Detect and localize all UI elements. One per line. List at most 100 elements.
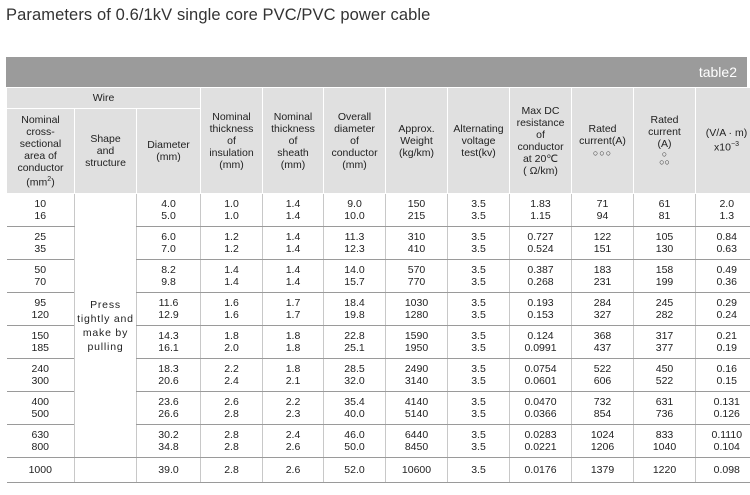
table-row: 240 300 18.3 20.6 2.2 2.4 1.8 2.1 28.5 32.0 2490 31… (6, 358, 750, 392)
cell-value: 0.524 (527, 243, 554, 255)
cell-value: 770 (407, 276, 426, 288)
cell-value: 0.0176 (524, 464, 557, 476)
cell-value: 631 (655, 396, 674, 408)
cell-diameter: 39.0 (135, 457, 201, 483)
cell-va: 0.131 0.126 (695, 391, 750, 425)
header-voltage-test: Alternating voltage test(kv) (447, 87, 511, 194)
cell-value: 185 (31, 342, 50, 354)
cell-value: 25 (34, 231, 47, 243)
cell-value: 732 (593, 396, 612, 408)
cell-value: 1.3 (719, 210, 735, 222)
cell-current-b: 1220 (633, 457, 696, 483)
cell-current-b: 317 377 (633, 325, 696, 359)
cell-value: 2.1 (285, 375, 301, 387)
cell-area: 10 16 (6, 193, 75, 227)
cell-value: 606 (593, 375, 612, 387)
cell-value: 0.0470 (524, 396, 557, 408)
cell-overall: 14.0 15.7 (323, 259, 386, 293)
cell-value: 0.153 (527, 309, 554, 321)
header-voltage-drop: (V/A · m) x10−3 (695, 87, 750, 194)
cell-value: 0.0366 (524, 408, 557, 420)
cell-value: 1.4 (285, 198, 301, 210)
cell-value: 300 (31, 375, 50, 387)
header-wire-group: Wire (5, 87, 202, 109)
cell-value: 61 (658, 198, 671, 210)
cell-diameter: 23.6 26.6 (135, 391, 201, 425)
cell-value: 3.5 (471, 198, 486, 210)
cell-value: 40.0 (344, 408, 365, 420)
cell-value: 6.0 (161, 231, 176, 243)
cell-insulation: 2.6 2.8 (200, 391, 263, 425)
cell-current-a: 284 327 (571, 292, 634, 326)
cell-value: 800 (31, 441, 50, 453)
cell-current-a: 1379 (571, 457, 634, 483)
cell-weight: 1030 1280 (385, 292, 448, 326)
cell-value: 1.0 (224, 210, 239, 222)
cell-value: 14.3 (158, 330, 179, 342)
cell-value: 0.131 (713, 396, 740, 408)
cell-value: 1280 (404, 309, 429, 321)
cell-value: 1.4 (285, 276, 301, 288)
cell-value: 3.5 (471, 276, 486, 288)
cell-value: 4140 (404, 396, 429, 408)
header-rated-current-trefoil-unit: (A) (657, 137, 672, 150)
cell-value: 0.0601 (524, 375, 557, 387)
cell-weight: 10600 (385, 457, 448, 483)
cell-sheath: 2.6 (262, 457, 324, 483)
table-row: 10 16 Press tightly and make by pulling 4.0… (6, 193, 750, 458)
cell-value: 0.63 (716, 243, 737, 255)
cell-overall: 28.5 32.0 (323, 358, 386, 392)
cell-value: 2.6 (285, 441, 301, 453)
cell-value: 1.7 (285, 297, 301, 309)
cell-value: 3.5 (471, 210, 486, 222)
cell-value: 10.0 (344, 210, 365, 222)
cell-value: 95 (34, 297, 47, 309)
cell-value: 284 (593, 297, 612, 309)
cell-weight: 570 770 (385, 259, 448, 293)
cell-value: 52.0 (344, 464, 365, 476)
cell-value: 1.83 (530, 198, 551, 210)
cell-value: 215 (407, 210, 426, 222)
cell-value: 4.0 (161, 198, 176, 210)
cell-value: 9.8 (161, 276, 176, 288)
cell-sheath: 1.7 1.7 (262, 292, 324, 326)
cell-insulation: 2.2 2.4 (200, 358, 263, 392)
cell-overall: 46.0 50.0 (323, 424, 386, 458)
cell-value: 282 (655, 309, 674, 321)
cell-value: 11.6 (158, 297, 179, 309)
cell-overall: 11.3 12.3 (323, 226, 386, 260)
cell-insulation: 2.8 (200, 457, 263, 483)
cell-value: 630 (31, 429, 50, 441)
cell-va: 0.84 0.63 (695, 226, 750, 260)
cell-value: 150 (31, 330, 50, 342)
cell-sheath: 1.4 1.4 (262, 193, 324, 227)
cell-value: 0.15 (716, 375, 737, 387)
cell-resistance: 0.193 0.153 (509, 292, 572, 326)
cell-value: 0.84 (716, 231, 737, 243)
cell-value: 105 (655, 231, 674, 243)
cell-value: 2.6 (224, 396, 239, 408)
cell-value: 5.0 (161, 210, 176, 222)
cell-current-a: 522 606 (571, 358, 634, 392)
header-rated-current-trefoil: Rated current (A) ○ ○○ (633, 87, 697, 194)
cell-value: 70 (34, 276, 47, 288)
cell-va: 0.29 0.24 (695, 292, 750, 326)
cell-value: 12.3 (344, 243, 365, 255)
cell-current-b: 245 282 (633, 292, 696, 326)
cell-voltage: 3.5 3.5 (447, 226, 510, 260)
cell-value: 23.6 (158, 396, 179, 408)
cell-current-a: 71 94 (571, 193, 634, 227)
cell-value: 30.2 (158, 429, 179, 441)
cell-insulation: 1.2 1.2 (200, 226, 263, 260)
cell-value: 5140 (404, 408, 429, 420)
cell-weight: 150 215 (385, 193, 448, 227)
cell-overall: 18.4 19.8 (323, 292, 386, 326)
cell-value: 16.1 (158, 342, 179, 354)
cell-value: 18.3 (158, 363, 179, 375)
cell-value: 3.5 (471, 429, 486, 441)
cell-value: 46.0 (344, 429, 365, 441)
cell-weight: 2490 3140 (385, 358, 448, 392)
cell-area: 150 185 (6, 325, 75, 359)
cell-diameter: 30.2 34.8 (135, 424, 201, 458)
cell-overall: 22.8 25.1 (323, 325, 386, 359)
